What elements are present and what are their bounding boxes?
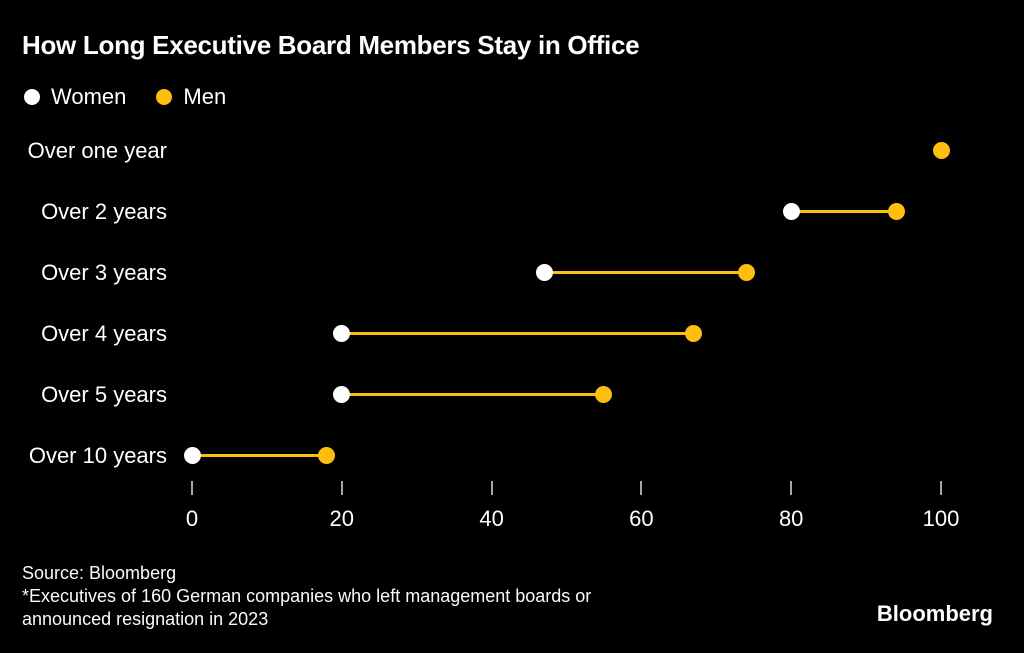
women-dot: [535, 264, 553, 281]
chart-row: Over 5 years: [0, 364, 1024, 425]
men-dot: [685, 325, 703, 342]
x-axis-tick: [490, 481, 493, 495]
chart-title: How Long Executive Board Members Stay in…: [22, 30, 640, 60]
x-axis-tick: [790, 481, 793, 495]
connector-line: [341, 393, 604, 396]
men-dot: [932, 142, 950, 159]
connector-line: [192, 454, 327, 457]
category-label: Over 3 years: [41, 259, 167, 285]
women-dot: [782, 203, 800, 220]
men-dot: [887, 203, 905, 220]
chart-row: Over 3 years: [0, 242, 1024, 303]
women-dot: [333, 325, 351, 342]
chart-row: Over one year: [0, 120, 1024, 181]
footer: Source: Bloomberg *Executives of 160 Ger…: [22, 562, 591, 631]
category-label: Over 4 years: [41, 320, 167, 346]
x-axis-tick: [340, 481, 343, 495]
legend-label-men: Men: [183, 84, 227, 109]
women-legend-marker-icon: [24, 89, 40, 105]
chart-row: Over 10 years: [0, 425, 1024, 486]
category-label: Over 2 years: [41, 198, 167, 224]
legend-item-men: Men: [156, 84, 226, 110]
legend-item-women: Women: [24, 84, 126, 110]
men-legend-marker-icon: [156, 89, 173, 105]
chart-row: Over 2 years: [0, 181, 1024, 242]
men-dot: [737, 264, 755, 281]
men-dot: [318, 447, 336, 464]
x-axis-tick-label: 60: [629, 506, 654, 531]
chart-row: Over 4 years: [0, 303, 1024, 364]
legend: Women Men: [24, 84, 226, 110]
dumbbell-chart: Over one year Over 2 years Over 3 years Ove…: [0, 120, 1024, 486]
x-axis-tick: [640, 481, 643, 495]
x-axis-tick-label: 100: [922, 506, 960, 531]
connector-line: [341, 332, 694, 335]
source-text: Source: Bloomberg: [22, 563, 177, 583]
connector-line: [791, 210, 897, 213]
x-axis-tick-label: 0: [185, 506, 199, 531]
category-label: Over one year: [27, 137, 167, 163]
x-axis-tick-label: 40: [479, 506, 504, 531]
footnote-line-2: announced resignation in 2023: [22, 609, 269, 629]
category-label: Over 10 years: [28, 442, 167, 468]
men-dot: [595, 386, 613, 403]
women-dot: [333, 386, 351, 403]
bloomberg-logo: Bloomberg: [876, 601, 993, 626]
connector-line: [544, 271, 747, 274]
x-axis-tick: [940, 481, 942, 495]
women-dot: [183, 447, 201, 464]
legend-label-women: Women: [51, 84, 127, 109]
x-axis-tick-label: 80: [778, 506, 804, 531]
category-label: Over 5 years: [41, 381, 167, 407]
footnote-line-1: *Executives of 160 German companies who …: [22, 586, 592, 606]
x-axis-tick: [191, 481, 193, 495]
x-axis-tick-label: 20: [329, 506, 355, 531]
